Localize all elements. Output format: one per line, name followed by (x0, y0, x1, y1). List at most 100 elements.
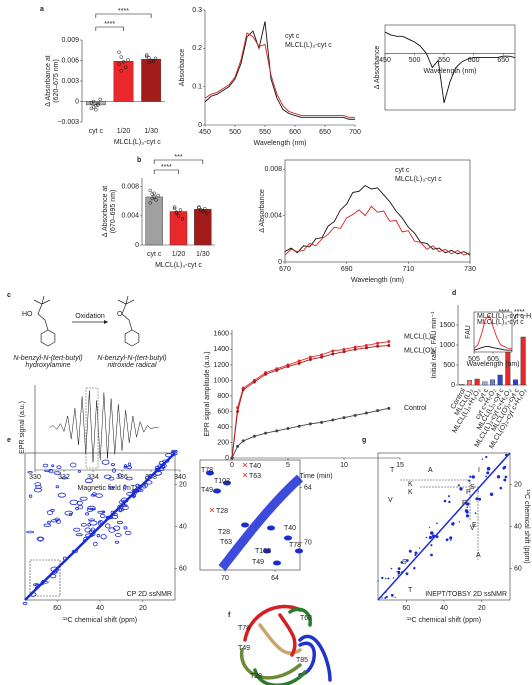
contour-peak (73, 527, 81, 532)
significance-bracket (153, 169, 179, 174)
contour-peak (76, 500, 83, 506)
data-point (172, 206, 177, 211)
contour-peak (241, 522, 249, 528)
contour-peak (26, 530, 35, 534)
series-line (49, 390, 159, 463)
cross-peak (506, 454, 509, 456)
y-axis-label: (670–695 nm) (110, 190, 117, 234)
benzene-ring (124, 329, 140, 347)
cross-peak (459, 487, 463, 491)
x-axis-label: Wavelength (nm) (466, 361, 519, 368)
contour-peak (206, 470, 214, 476)
contour-peak (50, 566, 60, 572)
compound-name: hydroxylamine (25, 362, 70, 369)
plot-frame (384, 24, 516, 111)
cross-peak (466, 502, 470, 506)
x-tick-label: cyt c (89, 128, 104, 135)
series-line (231, 345, 389, 459)
cross-peak (414, 551, 418, 555)
contour-peak (107, 515, 114, 519)
x-tick-label: 20 (478, 605, 486, 612)
contour-peak (108, 527, 116, 533)
cross-peak (452, 521, 455, 524)
contour-peak (122, 505, 129, 511)
cross-peak (430, 544, 433, 547)
y-tick-label: 0 (278, 259, 282, 266)
x-tick-label: 690 (341, 266, 353, 273)
cross-peak (457, 484, 460, 487)
contour-peak (126, 465, 132, 470)
data-point (174, 210, 179, 214)
residue-label: E (472, 522, 477, 529)
arrow-head (104, 320, 108, 324)
y-tick-label: −0.003 (57, 119, 79, 126)
residue-label: V (470, 525, 475, 532)
x-tick-label: 500 (409, 57, 421, 64)
x-tick-label: 5 (286, 462, 290, 469)
y-tick-label: 200 (217, 439, 229, 446)
contour-peak (64, 510, 74, 516)
data-point (308, 357, 312, 361)
data-point (197, 206, 201, 210)
contour-peak (123, 526, 128, 530)
x-tick-label: 700 (349, 129, 361, 136)
cross-peak (397, 567, 401, 571)
legend-label: MLCL(O)₃ (404, 347, 436, 354)
cross-peak (478, 497, 482, 501)
y-tick-label: 1600 (213, 331, 229, 338)
cross-peak (481, 458, 484, 460)
legend-label: MLCL(L)₃-cyt c (395, 176, 442, 183)
cross-peak (381, 576, 384, 580)
y-axis-label: (620–675 nm) (53, 59, 60, 103)
contour-peak (115, 508, 125, 512)
bar (467, 380, 473, 386)
significance-bracket (515, 314, 524, 319)
contour-peak (53, 569, 58, 574)
residue-label: A (428, 467, 433, 474)
group-label: MLCL(L)₃-cyt c (114, 139, 161, 146)
y-tick-label: 40 (514, 523, 522, 530)
contour-peak (144, 482, 149, 488)
bar (482, 381, 488, 386)
residue-label: T (390, 467, 395, 474)
y-tick-label: 0.008 (121, 184, 139, 191)
contour-peak (88, 518, 95, 522)
contour-peak (77, 470, 82, 473)
contour-peak (61, 476, 68, 480)
data-point (150, 196, 154, 201)
data-point (376, 409, 380, 413)
cross-peak (474, 512, 477, 514)
data-point (308, 355, 312, 359)
x-axis-label: Time (min) (299, 473, 332, 480)
legend-label: MLCL(L)₃-cyt c (285, 42, 332, 49)
x-tick-label: 334 (87, 474, 99, 481)
contour-peak (171, 449, 178, 453)
data-point (376, 341, 380, 345)
residue-label: T (396, 571, 401, 578)
x-axis-label: ¹³C chemical shift (ppm) (407, 617, 481, 624)
cross-peak (448, 495, 450, 498)
contour-peak (124, 530, 132, 536)
data-point (203, 206, 207, 211)
y-tick-label: 0.004 (264, 212, 282, 219)
y-tick-label: 60 (514, 565, 522, 572)
data-point (353, 347, 357, 351)
contour-peak (223, 480, 231, 486)
data-point (241, 439, 245, 443)
cross-peak (430, 531, 434, 535)
data-point (153, 56, 158, 61)
bar (513, 379, 519, 386)
cross-peak (499, 486, 503, 490)
cross-peak (465, 514, 470, 518)
y-axis-label: Δ Absorbance at (102, 186, 109, 237)
cross-peak (430, 553, 433, 557)
data-point (241, 388, 245, 392)
data-point (152, 191, 156, 196)
x-tick-label: 600 (289, 129, 301, 136)
x-tick-label: 730 (464, 266, 476, 273)
contour-peak (90, 493, 97, 497)
data-point (144, 53, 149, 57)
y-axis-label: Δ Absorbance at (45, 55, 52, 106)
y-axis-label: EPR signal amplitude (a.u.) (204, 351, 211, 436)
